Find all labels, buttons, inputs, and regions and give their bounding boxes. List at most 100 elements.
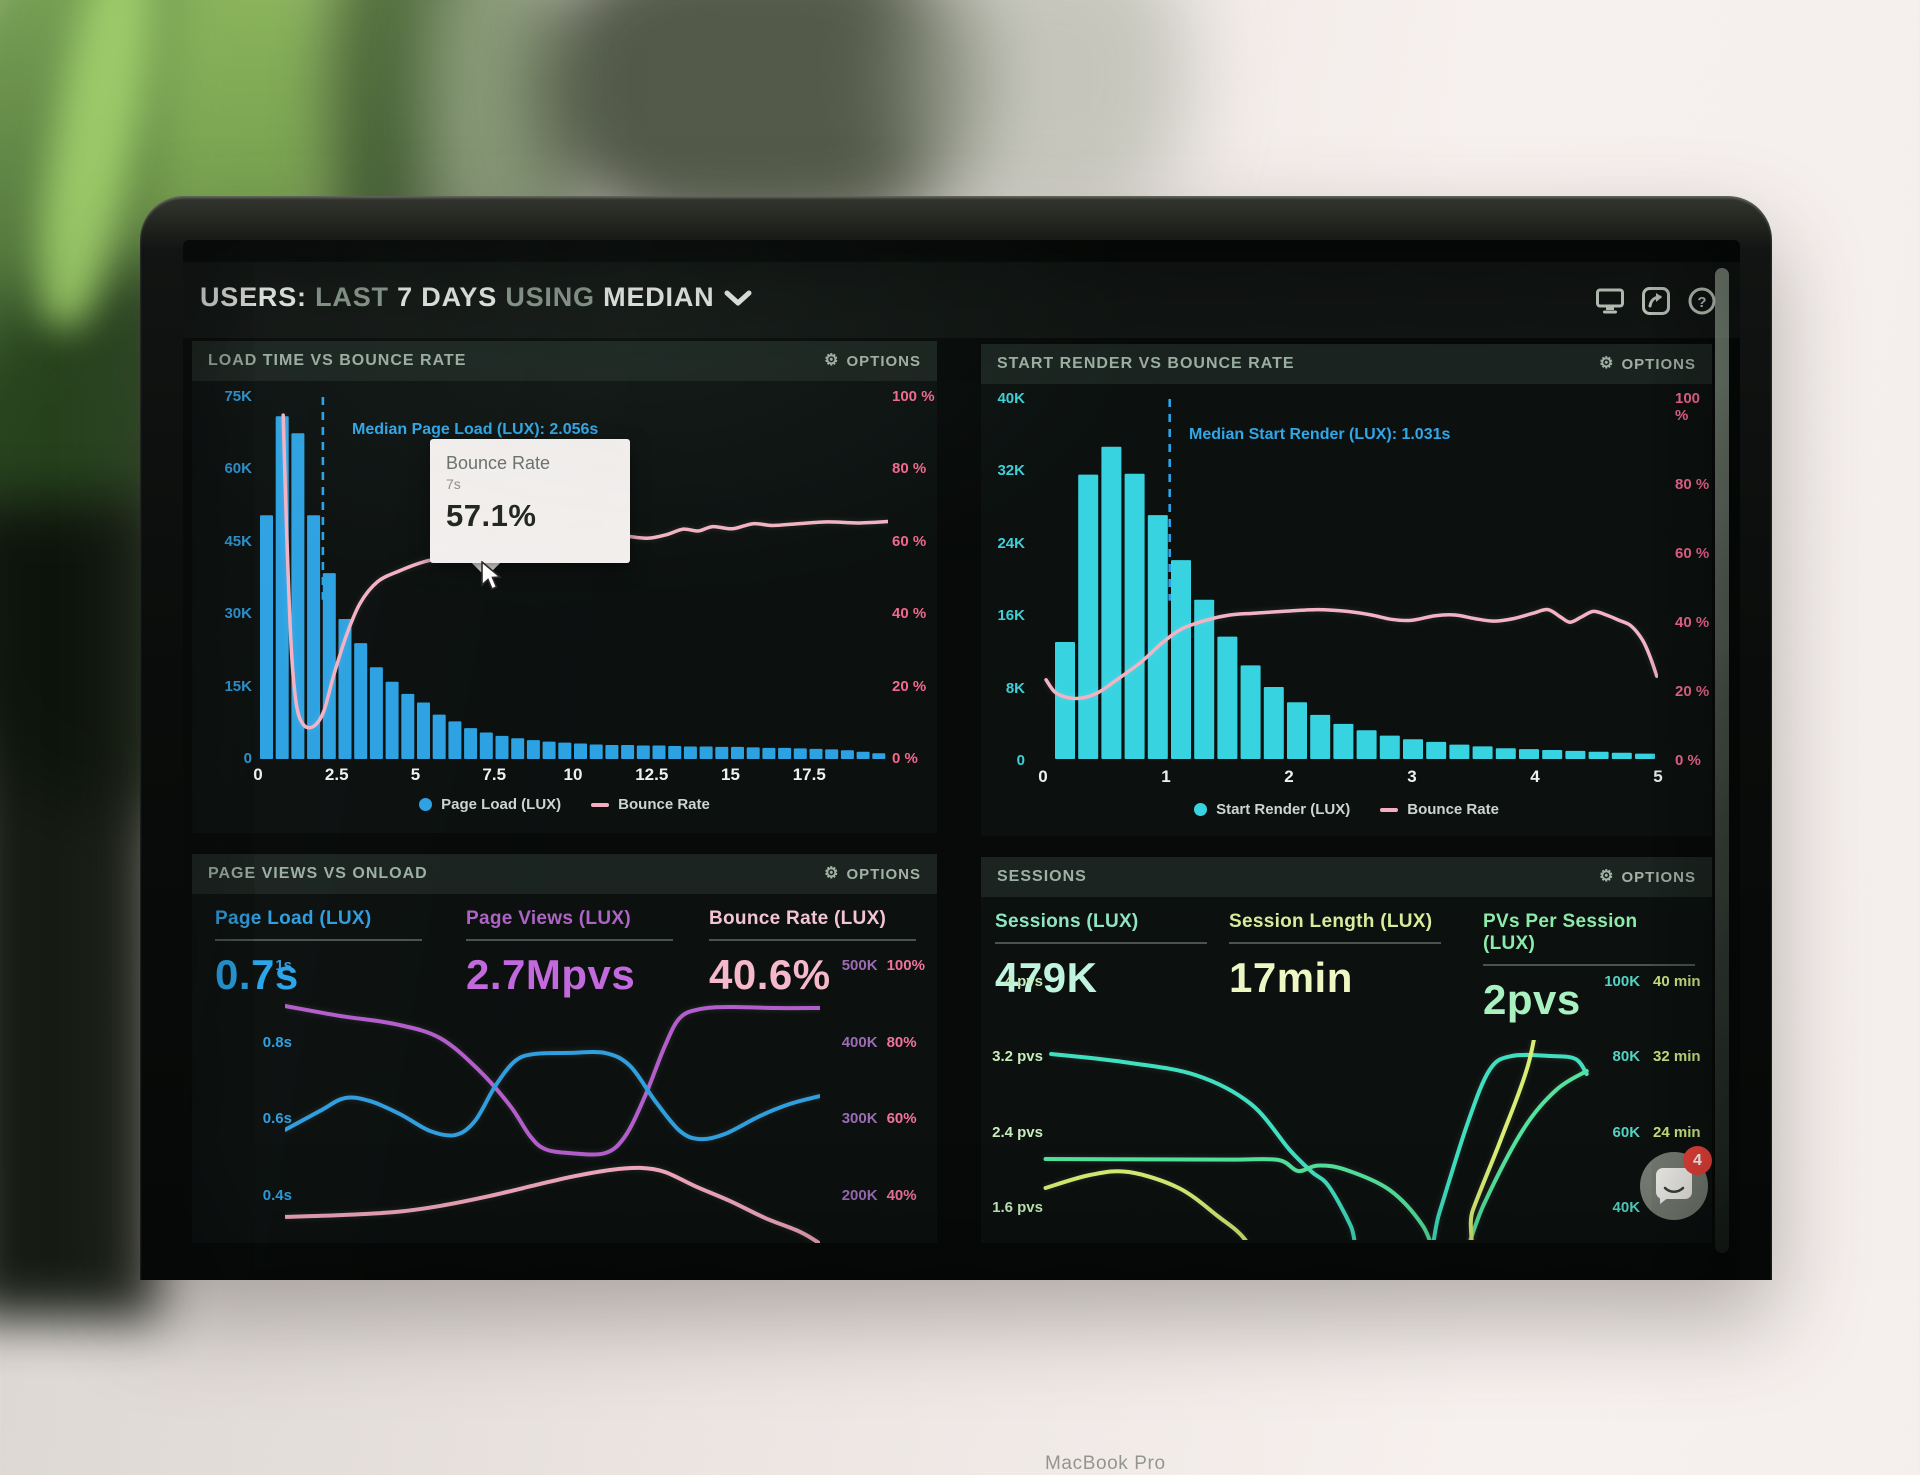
axis-tick: 32 min (1653, 1048, 1701, 1066)
series-line (1043, 1040, 1536, 1240)
histogram-bar (1449, 744, 1470, 759)
chat-widget-button[interactable]: 4 (1640, 1146, 1712, 1220)
histogram-bar (762, 747, 776, 759)
histogram-bar (1495, 748, 1516, 759)
y-axis-right: 100 % 80 % 60 % 40 % 20 % 0 % (1675, 390, 1712, 769)
y-axis-right: 100K 40 min 80K 32 min 60K 24 min 40K (1590, 973, 1710, 1216)
scrollbar[interactable] (1715, 268, 1729, 1253)
share-icon[interactable] (1641, 286, 1671, 316)
help-icon[interactable]: ? (1687, 286, 1717, 316)
legend-dash-pink (1380, 807, 1399, 812)
metric-divider (995, 942, 1207, 944)
axis-tick: 80 % (892, 460, 927, 478)
axis-tick: 15 (721, 765, 740, 784)
axis-tick: 60K (224, 460, 252, 478)
y-axis-left: 75K 60K 45K 30K 15K 0 (200, 388, 252, 767)
axis-tick: 60K 24 min (1590, 1124, 1710, 1141)
panel-page-views-header: PAGE VIEWS VS ONLOAD ⚙ OPTIONS (192, 854, 937, 894)
metric-value: 479K (995, 954, 1098, 1001)
y-axis-left: 4 pvs 3.2 pvs 2.4 pvs 1.6 pvs (987, 973, 1043, 1216)
metric-dropdown-value: MEDIAN (603, 282, 715, 312)
start-render-chart[interactable] (1043, 399, 1658, 759)
histogram-bar (574, 743, 587, 759)
histogram-bar (872, 753, 886, 759)
series-line (1049, 1052, 1589, 1240)
options-button[interactable]: ⚙ OPTIONS (824, 353, 921, 370)
y-axis-right: 100 % 80 % 60 % 40 % 20 % 0 % (892, 388, 935, 767)
histogram-bar (1263, 687, 1284, 759)
axis-tick: 4 (1530, 767, 1540, 786)
legend: Start Render (LUX) Bounce Rate (981, 801, 1712, 818)
axis-tick: 300K (841, 1110, 878, 1128)
histogram-bar (526, 740, 540, 759)
histogram-bar (636, 745, 650, 759)
histogram-bar (683, 746, 697, 759)
options-button[interactable]: ⚙ OPTIONS (1599, 869, 1696, 886)
histogram-bar (1611, 752, 1632, 759)
axis-tick: 200K (841, 1186, 878, 1204)
monitor-icon[interactable] (1595, 286, 1625, 316)
device-label: MacBook Pro (1045, 1453, 1166, 1474)
options-button[interactable]: ⚙ OPTIONS (824, 866, 921, 883)
axis-tick: 0 % (1675, 752, 1701, 769)
histogram-bar (322, 573, 336, 759)
axis-tick: 400K (841, 1033, 878, 1051)
histogram-bar (1588, 751, 1609, 759)
options-button[interactable]: ⚙ OPTIONS (1599, 356, 1696, 373)
axis-tick: 20 % (892, 677, 927, 695)
metric-label: Page Load (LUX) (215, 908, 372, 929)
histogram-bar (1519, 749, 1539, 759)
metric-bounce-rate: Bounce Rate (LUX) 40.6% (709, 908, 916, 999)
histogram-bar (746, 747, 760, 759)
histogram-bar (668, 745, 682, 759)
axis-tick: 40 % (1675, 614, 1710, 631)
axis-tick: 80% (886, 1033, 917, 1051)
histogram-bar (401, 693, 415, 759)
y-axis-right: 500K 100% 400K 80% 300K 60% 200K 40% (835, 957, 935, 1204)
metric-divider (215, 939, 422, 941)
histogram-bar (448, 721, 462, 759)
panel-title: START RENDER VS BOUNCE RATE (997, 355, 1295, 372)
metric-dropdown[interactable]: MEDIAN (603, 282, 752, 312)
histogram-bar (699, 746, 713, 759)
metric-divider (466, 939, 673, 941)
axis-tick: 100% (886, 957, 925, 974)
legend-label: Page Load (LUX) (441, 796, 562, 813)
header-bar (183, 262, 1740, 338)
axis-tick: 15K (224, 677, 252, 695)
sessions-chart[interactable] (1040, 1040, 1595, 1240)
axis-tick: 3 (1407, 767, 1417, 786)
histogram-bar (275, 416, 289, 759)
histogram-bar (809, 748, 823, 759)
axis-tick: 5 (1653, 767, 1663, 786)
metric-label: Session Length (LUX) (1229, 911, 1433, 932)
y-axis-left: 40K 32K 24K 16K 8K 0 (981, 390, 1025, 769)
axis-tick: 500K 100% (835, 957, 935, 974)
axis-tick: 30K (224, 605, 252, 623)
metric-value: 2.7Mpvs (466, 951, 636, 998)
metric-page-load: Page Load (LUX) 0.7s (215, 908, 422, 999)
axis-tick: 2.4 pvs (992, 1123, 1043, 1141)
axis-tick: 40K (1590, 1199, 1710, 1216)
axis-tick: 0 (253, 765, 263, 784)
tooltip-series: Bounce Rate (446, 453, 551, 473)
histogram-bar (1240, 665, 1261, 759)
title-users: USERS: (200, 282, 307, 312)
title-using: USING (505, 282, 595, 312)
histogram-bar (778, 747, 792, 759)
metric-session-length: Session Length (LUX) 17min (1229, 911, 1441, 1002)
axis-tick: 100 % (892, 388, 935, 405)
gear-icon: ⚙ (1599, 355, 1615, 372)
bounce-rate-line (1044, 607, 1658, 701)
y-axis-left: 1s 0.8s 0.6s 0.4s (236, 957, 292, 1204)
series-line (1043, 1069, 1589, 1240)
metric-label: PVs Per Session (LUX) (1483, 911, 1638, 954)
chat-bubble-icon (1656, 1168, 1692, 1204)
histogram-bar (715, 746, 729, 759)
page-views-chart[interactable] (285, 981, 820, 1243)
histogram-bar (1078, 474, 1099, 759)
panel-load-time-header: LOAD TIME VS BOUNCE RATE ⚙ OPTIONS (192, 341, 937, 381)
background-blur (900, 0, 1190, 220)
load-time-chart[interactable] (258, 397, 888, 759)
histogram-bar (1565, 750, 1586, 759)
